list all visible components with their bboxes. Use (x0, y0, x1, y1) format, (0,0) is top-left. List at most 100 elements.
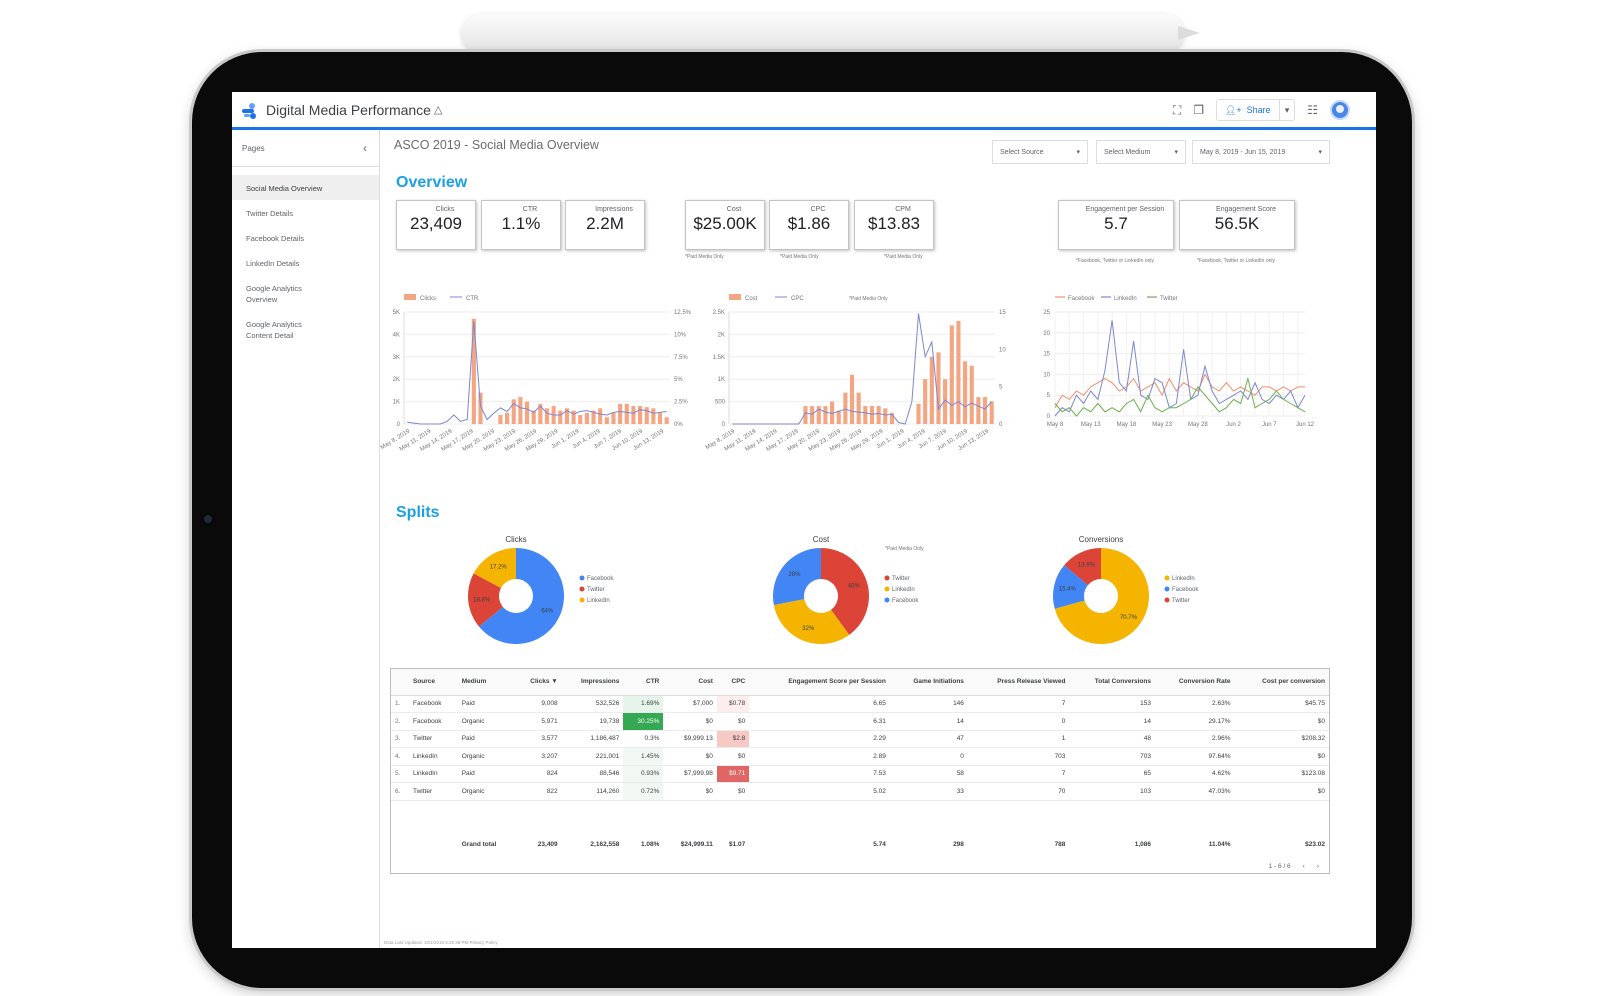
col-header-source[interactable]: Source (409, 669, 458, 696)
sidebar-item-google-analytics-overview[interactable]: Google Analytics Overview (246, 284, 302, 304)
source-filter[interactable]: Select Source ▾ (992, 140, 1088, 164)
bar[interactable] (664, 417, 669, 424)
apps-grid-icon[interactable]: ☷ (1307, 103, 1318, 117)
bar[interactable] (531, 410, 536, 424)
bar[interactable] (849, 374, 855, 424)
kpi-cost[interactable]: Cost $25.00K (685, 200, 765, 250)
bar[interactable] (949, 325, 954, 424)
bar[interactable] (624, 403, 629, 424)
series-line-linkedin[interactable] (1054, 320, 1306, 417)
table-row[interactable]: 4. LinkedIn Organic 3,207 221,001 1.45% $0 $0 2.… (391, 747, 1329, 766)
bar[interactable] (989, 401, 994, 424)
col-header-game-initiations[interactable]: Game Initiations (889, 669, 968, 696)
clicks-ctr-chart[interactable]: Clicks CTR 0 1K 2K 3K 4K 5K 0% 2.5% 5% 7.5% 10% 12.5%… (380, 288, 700, 488)
col-header-total-conversions[interactable]: Total Conversions (1069, 669, 1155, 696)
bar[interactable] (856, 392, 861, 424)
bar[interactable] (611, 412, 616, 424)
bar[interactable] (889, 412, 894, 424)
cost-cpc-chart[interactable]: Cost CPC *Paid Media Only 0 500 1K 1.5K 2K 2.5K 0… (705, 288, 1025, 488)
bar[interactable] (976, 397, 981, 424)
bar[interactable] (584, 412, 589, 424)
donut-slice[interactable] (1054, 548, 1149, 644)
bar[interactable] (598, 408, 603, 424)
fullscreen-icon[interactable]: ⛶ (1172, 102, 1182, 117)
bar[interactable] (843, 392, 848, 424)
bar[interactable] (478, 392, 483, 424)
col-header-medium[interactable]: Medium (457, 669, 515, 696)
series-line[interactable] (732, 313, 993, 425)
medium-filter[interactable]: Select Medium ▾ (1096, 140, 1186, 164)
bar[interactable] (803, 406, 808, 424)
table-row[interactable]: 3. Twitter Paid 3,577 1,186,487 0.3% $9,999.13… (391, 730, 1329, 748)
bar[interactable] (644, 407, 649, 424)
looker-logo-icon[interactable] (240, 102, 258, 120)
bar[interactable] (929, 356, 934, 424)
sidebar-item-twitter-details[interactable]: Twitter Details (246, 209, 294, 218)
donut-slice[interactable] (773, 599, 850, 644)
table-row[interactable]: 2. Facebook Organic 5,971 19,738 30.25% $0 $0 6.… (391, 712, 1329, 731)
col-header-cost[interactable]: Cost (663, 669, 717, 696)
bar[interactable] (558, 410, 563, 424)
donut-slice[interactable] (468, 573, 503, 627)
series-line[interactable] (407, 320, 667, 425)
bar[interactable] (604, 417, 609, 424)
donut-slice[interactable] (773, 548, 821, 605)
avatar[interactable] (1330, 100, 1350, 120)
bar[interactable] (618, 403, 623, 424)
bar[interactable] (943, 379, 948, 424)
bar[interactable] (638, 406, 643, 424)
donut-slice[interactable] (821, 548, 869, 635)
bar[interactable] (651, 408, 656, 424)
series-line-facebook[interactable] (1054, 373, 1305, 408)
bar[interactable] (471, 318, 476, 424)
bar[interactable] (505, 412, 510, 424)
bar[interactable] (830, 401, 835, 424)
bar[interactable] (544, 408, 550, 424)
sidebar-item-linkedin-details[interactable]: LinkedIn Details (246, 259, 300, 268)
caret-down-icon[interactable]: ▾ (1278, 100, 1295, 120)
col-header-conversion-rate[interactable]: Conversion Rate (1155, 669, 1235, 696)
share-button[interactable]: 👤︎+ Share ▾ (1215, 99, 1296, 121)
table-row[interactable]: 6. Twitter Organic 822 114,260 0.72% $0 $0 5.02 3… (391, 782, 1329, 801)
engagement-by-source-chart[interactable]: Facebook LinkedIn Twitter 0 5 10 15 20 25 May 8 Ma… (1035, 288, 1320, 488)
col-header-impressions[interactable]: Impressions (561, 669, 624, 696)
bar[interactable] (538, 403, 543, 424)
bar[interactable] (816, 406, 821, 424)
bar[interactable] (969, 365, 974, 424)
bar[interactable] (916, 403, 921, 424)
kpi-clicks[interactable]: Clicks 23,409 (396, 200, 476, 250)
col-header-cost-per-conversion[interactable]: Cost per conversion (1234, 669, 1329, 696)
bar[interactable] (564, 408, 569, 424)
performance-table[interactable]: Source Medium Clicks ▼ Impressions CTR Cost CP… (390, 668, 1330, 874)
bar[interactable] (571, 410, 576, 424)
bar[interactable] (876, 406, 881, 424)
date-range-filter[interactable]: May 8, 2019 - Jun 15, 2019 ▾ (1192, 140, 1330, 164)
cost-donut-chart[interactable]: Cost *Paid Media Only 40% 32% 28% Twitter Link… (765, 528, 965, 648)
bar[interactable] (810, 406, 815, 424)
series-line-twitter[interactable] (1054, 376, 1306, 417)
table-row[interactable]: 1. Facebook Paid 9,008 532,526 1.69% $7,000 $0.… (391, 695, 1329, 713)
kpi-impressions[interactable]: Impressions 2.2M (565, 200, 645, 250)
clicks-donut-chart[interactable]: Clicks 64% 18.8% 17.2% Facebook Twitter Linked… (460, 528, 660, 648)
col-header-ctr[interactable]: CTR (623, 669, 664, 696)
bar[interactable] (869, 406, 875, 424)
col-header-clicks[interactable]: Clicks ▼ (514, 669, 562, 696)
bar[interactable] (657, 412, 663, 424)
bar[interactable] (836, 410, 841, 424)
donut-slice[interactable] (473, 548, 516, 588)
bar[interactable] (631, 406, 636, 424)
copy-icon[interactable]: ❐ (1193, 103, 1204, 117)
bar[interactable] (923, 379, 928, 424)
next-page-icon[interactable]: › (1316, 863, 1319, 870)
bar[interactable] (498, 415, 503, 424)
sidebar-item-social-media-overview[interactable]: Social Media Overview (232, 175, 379, 200)
drive-icon[interactable]: △ (434, 104, 443, 116)
donut-slice[interactable] (479, 548, 564, 644)
bar[interactable] (823, 406, 828, 424)
bar[interactable] (956, 320, 961, 424)
kpi-engagement-per-session[interactable]: Engagement per Session 5.7 (1058, 200, 1174, 250)
bar[interactable] (883, 408, 888, 424)
bar[interactable] (936, 352, 941, 424)
bar[interactable] (524, 401, 530, 424)
bar[interactable] (578, 415, 583, 424)
